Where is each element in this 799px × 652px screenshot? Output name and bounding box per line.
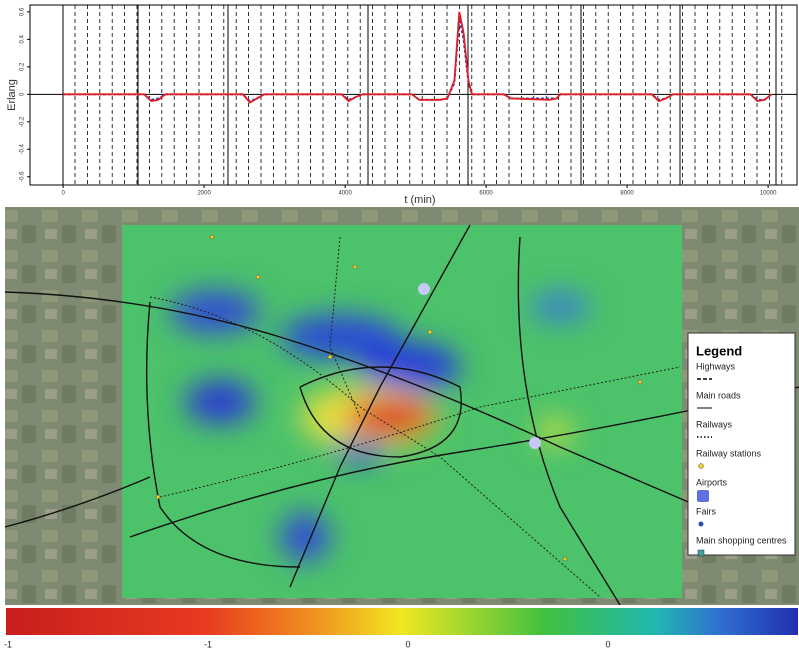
- legend-symbol: [697, 549, 705, 557]
- x-tick-label: 6000: [479, 191, 493, 197]
- legend-items: Highways Main roads Railways Railway statio…: [696, 361, 787, 557]
- legend-label: Railways: [696, 419, 733, 429]
- legend-label: Highways: [696, 361, 736, 371]
- legend-label: Main roads: [696, 390, 741, 400]
- y-tick-label: -0.2: [20, 116, 26, 127]
- legend-title: Legend: [696, 343, 742, 358]
- y-tick-label: 0.4: [20, 35, 26, 44]
- legend-box: [687, 332, 796, 556]
- x-tick-label: 8000: [620, 191, 634, 197]
- airports: [418, 283, 541, 449]
- colorbar-gradient: [6, 608, 798, 635]
- legend-symbol: [698, 521, 704, 527]
- map: Legend Highways Main roads Railways Railway…: [4, 207, 799, 605]
- colorbar-labels: -1 -1 0 0: [4, 639, 611, 649]
- colorbar-label: -1: [4, 639, 12, 649]
- y-tick-label: 0: [20, 92, 26, 96]
- series-line: [63, 11, 773, 104]
- legend-label: Main shopping centres: [696, 535, 787, 545]
- y-axis-title: Erlang: [6, 79, 18, 111]
- x-tick-label: 2000: [197, 191, 211, 197]
- x-tick-label: 0: [61, 191, 65, 197]
- legend-symbol: [698, 463, 704, 469]
- colorbar-label: -1: [204, 639, 212, 649]
- time-series-chart: Erlang t (min) 0.6 0.4 0.2 0 -0.2 -0.4 -0.6 0 20…: [6, 4, 798, 206]
- legend-label: Railway stations: [696, 448, 762, 458]
- legend-symbol: [697, 490, 709, 502]
- railway-stations: [155, 234, 643, 562]
- colorbar-label: 0: [405, 639, 410, 649]
- legend-label: Fairs: [696, 506, 716, 516]
- railways: [149, 236, 681, 598]
- colorbar-label: 0: [605, 639, 610, 649]
- legend-label: Airports: [696, 477, 728, 487]
- heatmap: [122, 225, 682, 598]
- x-tick-label: 4000: [338, 191, 352, 197]
- x-tick-label: 10000: [760, 191, 777, 197]
- y-tick-label: 0.6: [20, 7, 26, 16]
- time-dividers: [62, 5, 783, 185]
- colorbar: -1 -1 0 0: [4, 608, 798, 649]
- y-tick-label: -0.6: [20, 171, 26, 182]
- x-axis-title: t (min): [404, 194, 435, 206]
- y-tick-label: 0.2: [20, 62, 26, 71]
- y-tick-label: -0.4: [20, 143, 26, 154]
